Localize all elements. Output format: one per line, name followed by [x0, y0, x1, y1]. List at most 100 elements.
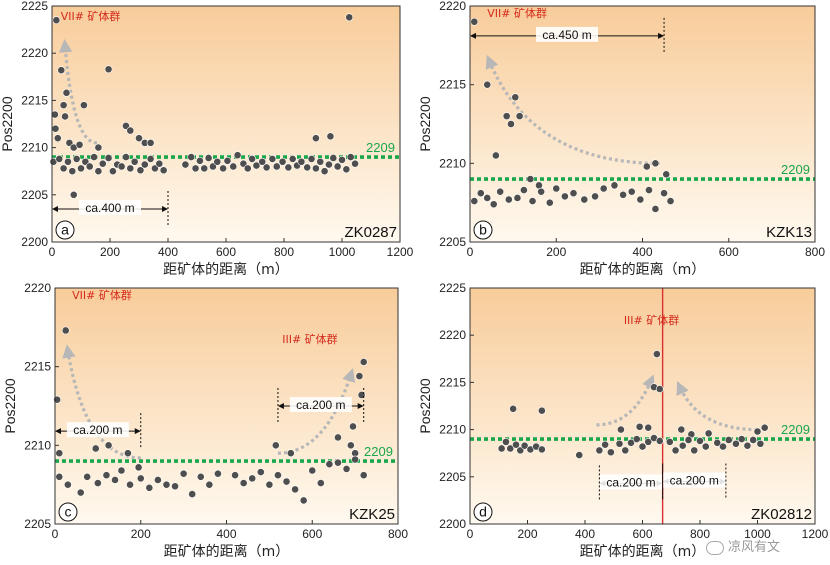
data-point [286, 449, 295, 458]
data-point [179, 469, 188, 478]
distance-label-bg [663, 472, 726, 488]
data-point [153, 476, 162, 484]
x-tick-label: 600 [302, 527, 322, 541]
data-point [342, 165, 351, 174]
data-point [52, 16, 61, 25]
y-tick-label: 2200 [21, 235, 48, 249]
data-point [346, 153, 355, 161]
data-point [346, 441, 355, 450]
data-point [636, 195, 645, 204]
data-point [278, 157, 287, 166]
y-axis-label: Pos2200 [0, 96, 15, 151]
data-point [233, 151, 242, 160]
reference-label: 2209 [364, 444, 393, 459]
distance-marker: ca.200 m [277, 388, 365, 424]
data-point [489, 200, 498, 209]
data-point [123, 449, 132, 458]
x-axis-label: 距矿体的距离（m） [580, 261, 706, 278]
drillhole-title: KZK25 [349, 506, 395, 523]
y-tick-label: 2225 [439, 281, 466, 295]
data-point [102, 471, 111, 480]
data-point [136, 474, 145, 483]
data-point [325, 460, 334, 469]
panel-b: 2209 ca.450 m VII# 矿体群 0 200 400 600 800 2205 221… [417, 0, 825, 278]
data-point [51, 124, 60, 133]
x-axis-label: 距矿体的距离（m） [580, 543, 706, 560]
y-tick-label: 2215 [439, 78, 466, 92]
data-point [595, 446, 604, 455]
x-tick-label: 1200 [802, 527, 829, 541]
x-tick-label: 600 [719, 245, 739, 259]
data-point [610, 181, 619, 190]
data-point [316, 157, 325, 166]
panel-letter-badge [473, 502, 493, 522]
data-point [502, 437, 510, 446]
data-point [299, 496, 308, 505]
data-point [130, 157, 139, 166]
data-point [704, 429, 713, 438]
data-point [291, 485, 299, 494]
data-point [59, 101, 68, 110]
y-tick-label: 2215 [24, 360, 51, 374]
data-point [311, 164, 320, 173]
trend-arrow [596, 374, 655, 427]
data-point [483, 80, 492, 89]
y-tick-label: 2215 [439, 375, 466, 389]
data-point [188, 490, 197, 499]
data-point [696, 437, 704, 445]
data-point [638, 442, 647, 451]
data-point [504, 195, 513, 204]
panel-letter: a [61, 222, 69, 238]
y-axis-label: Pos2200 [2, 378, 18, 433]
data-point [496, 187, 505, 196]
x-tick-label: 400 [575, 527, 595, 541]
orebody-group-label: VII# 矿体群 [72, 288, 132, 302]
data-point [55, 449, 64, 458]
data-point [677, 425, 686, 434]
data-point [140, 160, 149, 169]
data-point [98, 159, 107, 168]
data-point [282, 477, 291, 486]
data-point [80, 101, 88, 110]
data-point [520, 441, 529, 450]
data-point [724, 436, 733, 444]
y-tick-label: 2205 [439, 470, 466, 484]
data-point [737, 435, 746, 443]
data-point [171, 482, 179, 491]
data-point [187, 153, 196, 161]
data-point [342, 465, 351, 473]
data-point [749, 436, 758, 444]
data-point [94, 167, 103, 176]
data-point [511, 93, 520, 102]
y-tick-label: 2200 [439, 517, 466, 531]
data-point [345, 13, 354, 22]
drillhole-title: ZK0287 [344, 224, 397, 241]
data-point [652, 350, 661, 358]
distance-marker: ca.400 m [52, 190, 169, 227]
data-point [69, 190, 78, 199]
data-point [662, 170, 671, 179]
data-point [520, 186, 528, 194]
x-axis-label: 距矿体的距离（m） [164, 543, 290, 560]
data-point [136, 166, 145, 175]
x-axis-label: 距矿体的距离（m） [163, 261, 289, 278]
panel-a: 2209 ca.400 m VII# 矿体群 0 200 400 600 800 1000 120… [0, 0, 414, 278]
data-point [195, 156, 204, 165]
data-point [351, 159, 359, 168]
data-point [146, 138, 155, 147]
panel-letter: d [479, 504, 487, 520]
data-point [126, 164, 135, 173]
data-point [117, 466, 126, 475]
data-point [117, 162, 126, 171]
data-point [316, 479, 325, 487]
reference-label: 2209 [781, 422, 810, 437]
data-point [497, 444, 506, 453]
x-tick-label: 200 [517, 527, 537, 541]
data-point [126, 480, 134, 489]
orebody-group-label: III# 矿体群 [624, 313, 679, 327]
distance-label-bg [79, 199, 141, 215]
plot-area [470, 6, 815, 242]
data-point [760, 423, 769, 432]
panel-c: 2209 ca.200 m ca.200 m VII# 矿体群 III# 矿体群 0 200… [2, 281, 408, 560]
data-point [61, 326, 70, 335]
